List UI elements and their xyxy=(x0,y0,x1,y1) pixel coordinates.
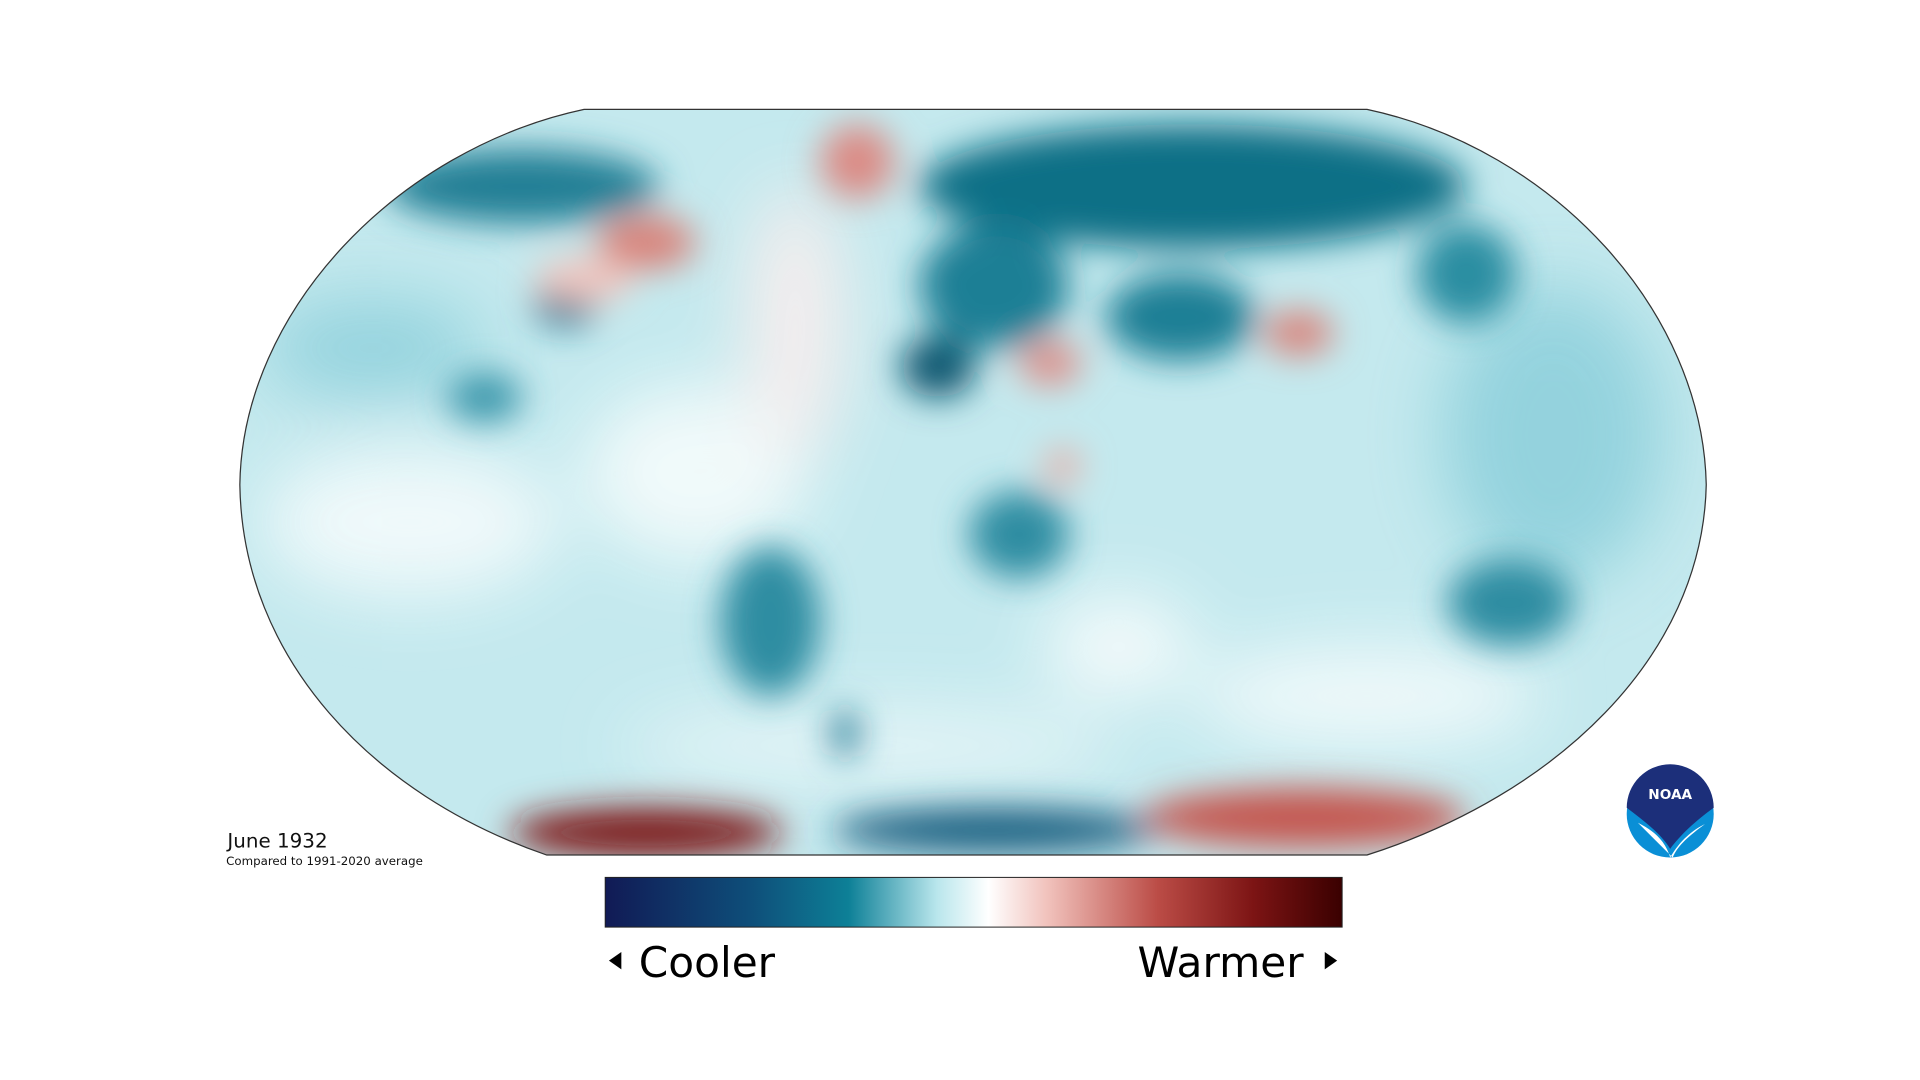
noaa-logo: NOAA xyxy=(1626,764,1714,858)
legend-high: Warmer xyxy=(1137,938,1304,987)
map-outline xyxy=(239,108,1707,856)
map-subtitle: Compared to 1991-2020 average xyxy=(226,854,423,868)
logo-text: NOAA xyxy=(1648,787,1692,803)
map-title: June 1932 xyxy=(225,830,327,853)
legend-low: Cooler xyxy=(639,938,776,987)
warmer-arrow xyxy=(1324,951,1338,970)
color-scale xyxy=(604,876,1343,928)
cooler-arrow xyxy=(608,951,622,970)
anomaly-field xyxy=(239,109,1707,856)
